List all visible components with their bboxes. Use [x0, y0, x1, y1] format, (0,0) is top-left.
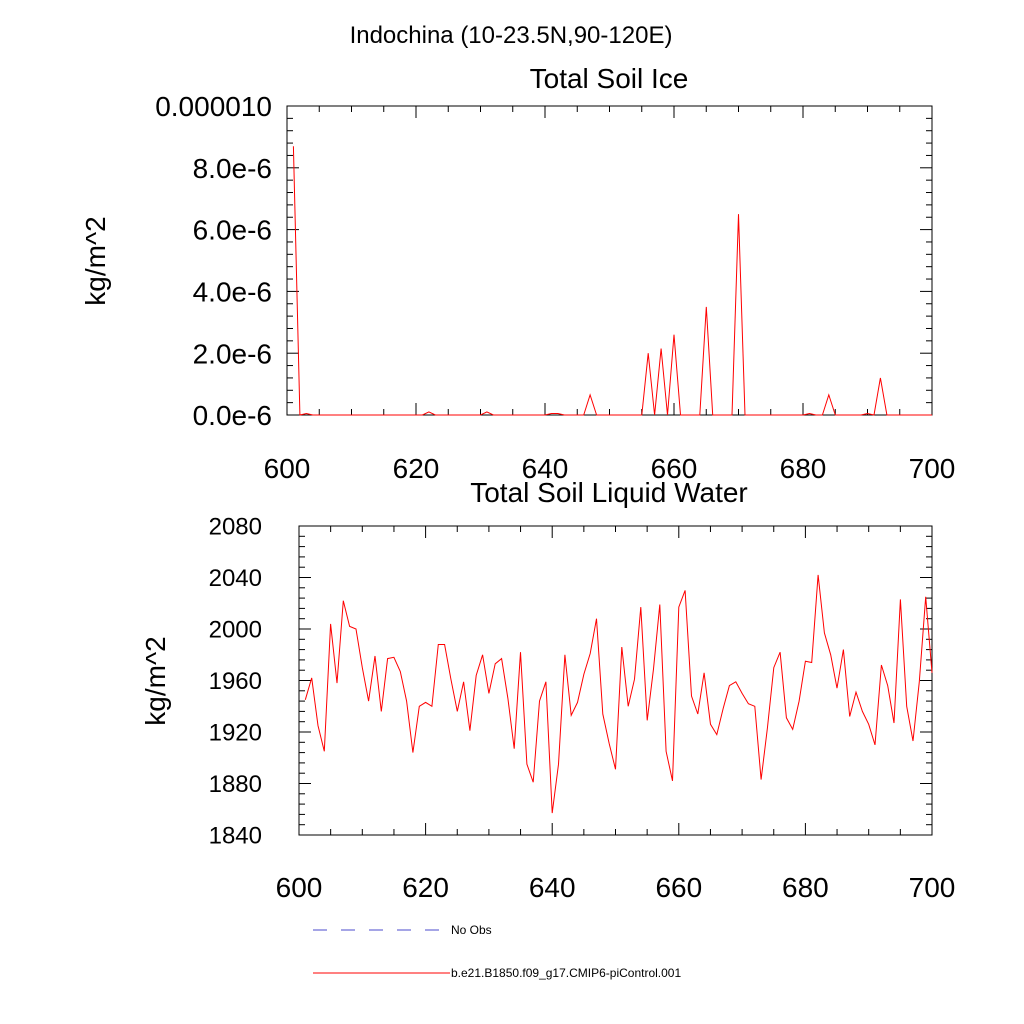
series-line-soil-ice — [292, 146, 932, 416]
x-tick-label-soil-liquid-water: 640 — [529, 872, 576, 903]
x-tick-label-soil-ice: 620 — [393, 453, 440, 484]
legend: No Obs b.e21.B1850.f09_g17.CMIP6-piContr… — [313, 923, 681, 980]
plot-frame-soil-ice — [286, 105, 933, 416]
y-tick-label-soil-ice: 4.0e-6 — [193, 276, 272, 307]
x-tick-label-soil-liquid-water: 700 — [909, 872, 956, 903]
legend-label-no-obs: No Obs — [451, 923, 492, 937]
y-tick-label-soil-liquid-water: 1880 — [209, 771, 262, 798]
x-tick-label-soil-liquid-water: 660 — [655, 872, 702, 903]
plot-frame-soil-liquid-water — [298, 525, 933, 836]
legend-label-pi-control: b.e21.B1850.f09_g17.CMIP6-piControl.001 — [451, 966, 681, 980]
y-tick-label-soil-ice: 0.0e-6 — [193, 400, 272, 431]
y-tick-label-soil-liquid-water: 1960 — [209, 668, 262, 695]
x-tick-label-soil-liquid-water: 680 — [782, 872, 829, 903]
panel-soil-liquid-water: Total Soil Liquid Water kg/m^2 600 620 640… — [140, 477, 955, 903]
series-line-soil-liquid-water — [304, 574, 933, 814]
x-tick-label-soil-liquid-water: 600 — [276, 872, 323, 903]
x-tick-label-soil-ice: 660 — [651, 453, 698, 484]
x-tick-label-soil-ice: 700 — [909, 453, 956, 484]
x-tick-label-soil-ice: 640 — [522, 453, 569, 484]
y-axis-label-soil-liquid-water: kg/m^2 — [140, 636, 171, 725]
x-tick-label-soil-liquid-water: 620 — [402, 872, 449, 903]
x-tick-label-soil-ice: 680 — [780, 453, 827, 484]
y-tick-label-soil-liquid-water: 2040 — [209, 565, 262, 592]
y-tick-label-soil-ice: 6.0e-6 — [193, 215, 272, 246]
chart-title-soil-liquid-water: Total Soil Liquid Water — [470, 477, 748, 508]
panel-soil-ice: Total Soil Ice kg/m^2 600 620 640 660 680 700… — [80, 63, 955, 484]
y-tick-label-soil-ice: 0.000010 — [155, 91, 272, 122]
figure-suptitle: Indochina (10-23.5N,90-120E) — [350, 22, 673, 49]
y-axis-label-soil-ice: kg/m^2 — [80, 216, 111, 305]
y-tick-label-soil-liquid-water: 1840 — [209, 823, 262, 850]
chart-title-soil-ice: Total Soil Ice — [530, 63, 689, 94]
x-tick-label-soil-ice: 600 — [264, 453, 311, 484]
y-tick-label-soil-liquid-water: 1920 — [209, 720, 262, 747]
y-tick-label-soil-liquid-water: 2000 — [209, 617, 262, 644]
y-tick-label-soil-ice: 2.0e-6 — [193, 338, 272, 369]
y-tick-label-soil-ice: 8.0e-6 — [193, 153, 272, 184]
y-tick-label-soil-liquid-water: 2080 — [209, 514, 262, 541]
